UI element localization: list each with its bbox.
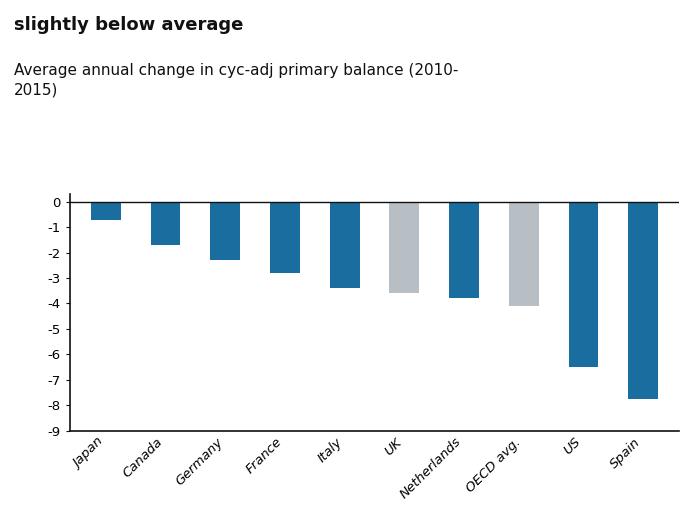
Bar (629, 202, 658, 399)
Bar (568, 202, 598, 367)
Bar (91, 202, 121, 219)
Bar (509, 202, 539, 306)
Bar (449, 202, 479, 298)
Bar (270, 202, 300, 273)
Bar (150, 202, 181, 245)
Bar (210, 202, 240, 260)
Bar (389, 202, 419, 293)
Bar (330, 202, 360, 288)
Text: slightly below average: slightly below average (14, 16, 244, 34)
Text: Average annual change in cyc-adj primary balance (2010-
2015): Average annual change in cyc-adj primary… (14, 63, 458, 98)
